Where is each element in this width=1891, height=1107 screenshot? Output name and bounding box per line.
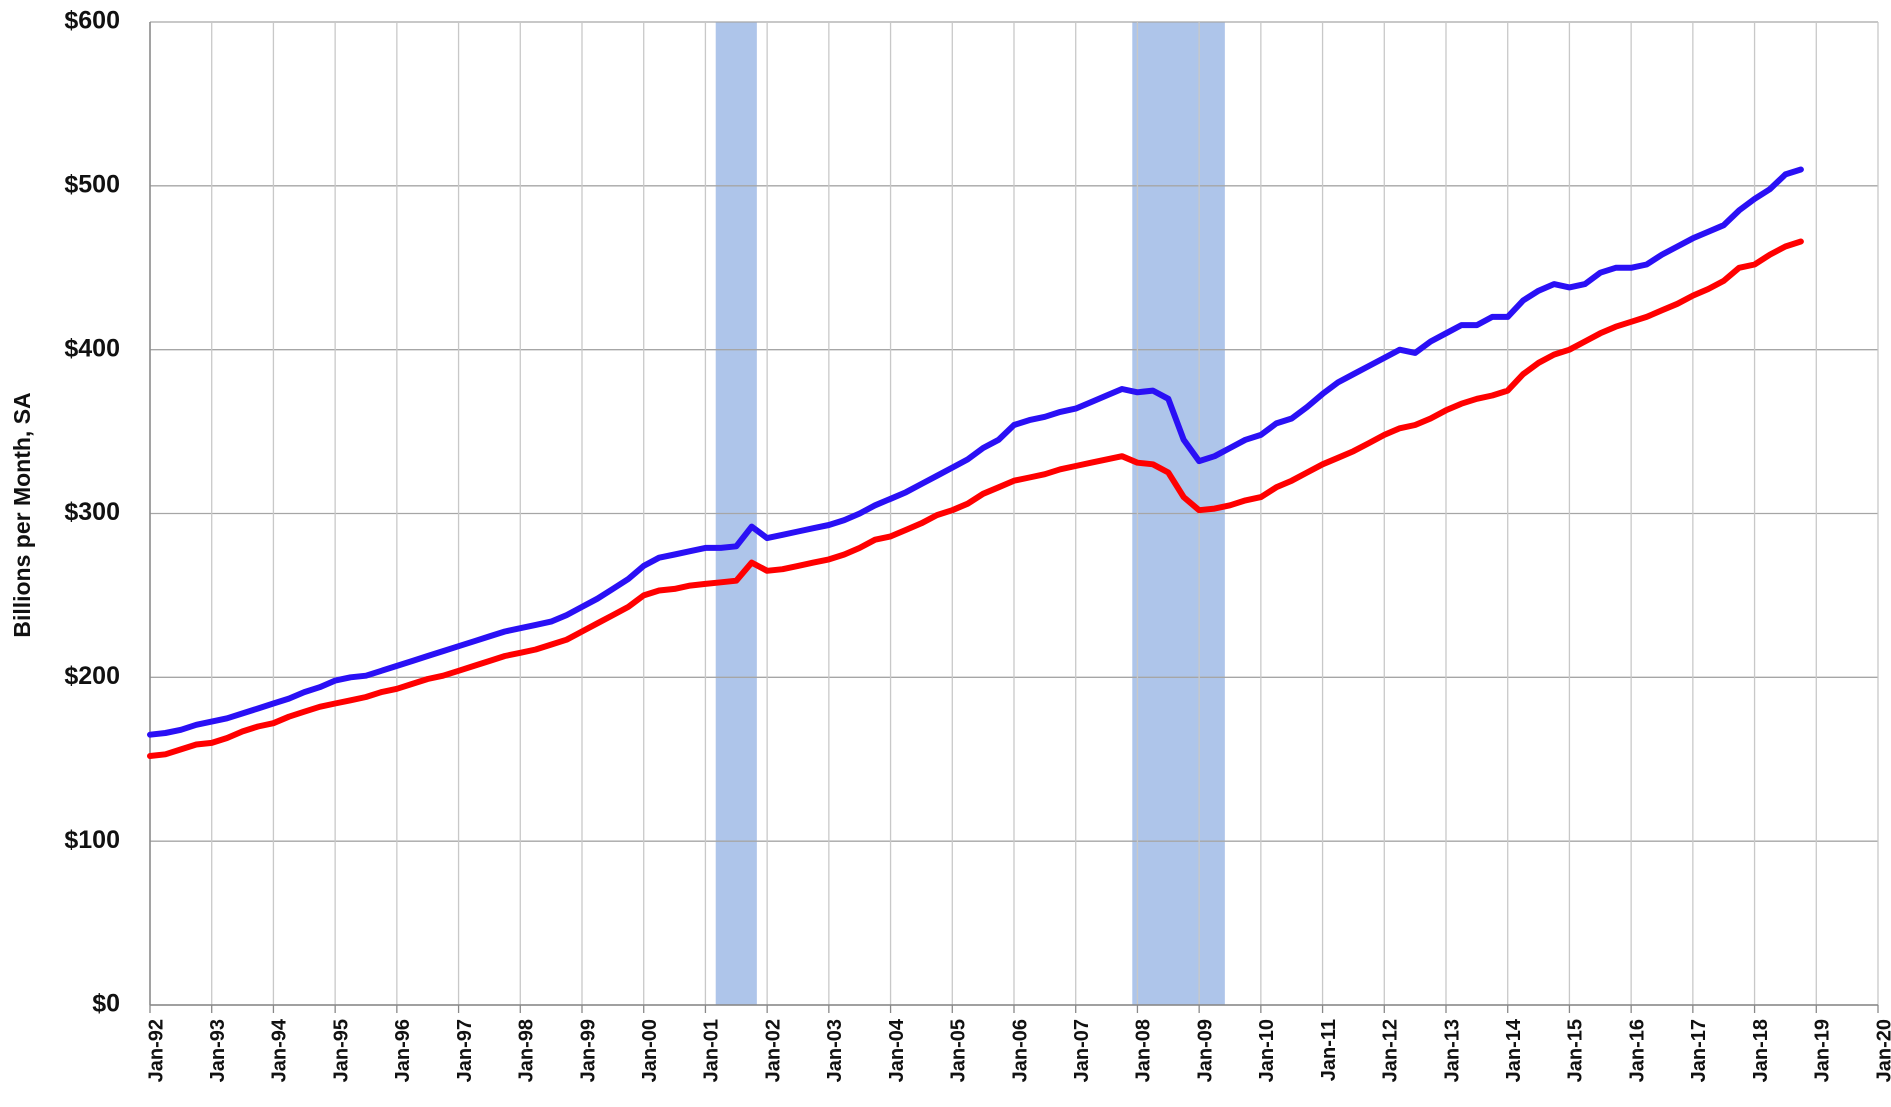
x-tick-label: Jan-11 <box>1318 1019 1340 1081</box>
y-tick-label: $500 <box>64 170 120 198</box>
y-tick-label: $100 <box>64 826 120 854</box>
x-tick-label: Jan-04 <box>886 1018 908 1082</box>
x-tick-label: Jan-93 <box>207 1019 229 1082</box>
x-tick-label: Jan-20 <box>1873 1019 1891 1082</box>
x-tick-label: Jan-97 <box>454 1019 476 1082</box>
x-tick-label: Jan-14 <box>1503 1018 1525 1082</box>
series-line <box>147 166 1804 738</box>
x-tick-label: Jan-12 <box>1380 1019 1402 1082</box>
x-tick-label: Jan-15 <box>1565 1019 1587 1082</box>
y-tick-label: $300 <box>64 498 120 526</box>
x-tick-label: Jan-05 <box>948 1019 970 1082</box>
x-tick-label: Jan-03 <box>824 1019 846 1082</box>
y-tick-label: $200 <box>64 662 120 690</box>
x-tick-label: Jan-06 <box>1009 1019 1031 1082</box>
x-tick-label: Jan-13 <box>1441 1019 1463 1082</box>
x-tick-label: Jan-17 <box>1688 1019 1710 1082</box>
x-tick-label: Jan-02 <box>762 1019 784 1082</box>
x-tick-label: Jan-94 <box>269 1018 291 1082</box>
x-tick-label: Jan-96 <box>392 1019 414 1082</box>
x-tick-label: Jan-98 <box>516 1019 538 1082</box>
x-tick-label: Jan-09 <box>1194 1019 1216 1082</box>
x-tick-label: Jan-16 <box>1626 1019 1648 1082</box>
x-tick-label: Jan-19 <box>1812 1019 1834 1082</box>
x-tick-label: Jan-00 <box>639 1019 661 1082</box>
x-tick-label: Jan-08 <box>1133 1019 1155 1082</box>
y-tick-label: $600 <box>64 7 120 35</box>
y-tick-label: $400 <box>64 334 120 362</box>
x-tick-label: Jan-01 <box>701 1019 723 1082</box>
x-tick-label: Jan-95 <box>330 1019 352 1082</box>
series-line <box>147 238 1804 759</box>
x-tick-label: Jan-18 <box>1750 1019 1772 1082</box>
y-axis-label: Billions per Month, SA <box>9 392 35 637</box>
x-tick-label: Jan-07 <box>1071 1019 1093 1082</box>
x-tick-label: Jan-10 <box>1256 1019 1278 1082</box>
x-tick-label: Jan-92 <box>145 1019 167 1082</box>
y-tick-label: $0 <box>92 990 120 1018</box>
x-tick-label: Jan-99 <box>577 1019 599 1082</box>
